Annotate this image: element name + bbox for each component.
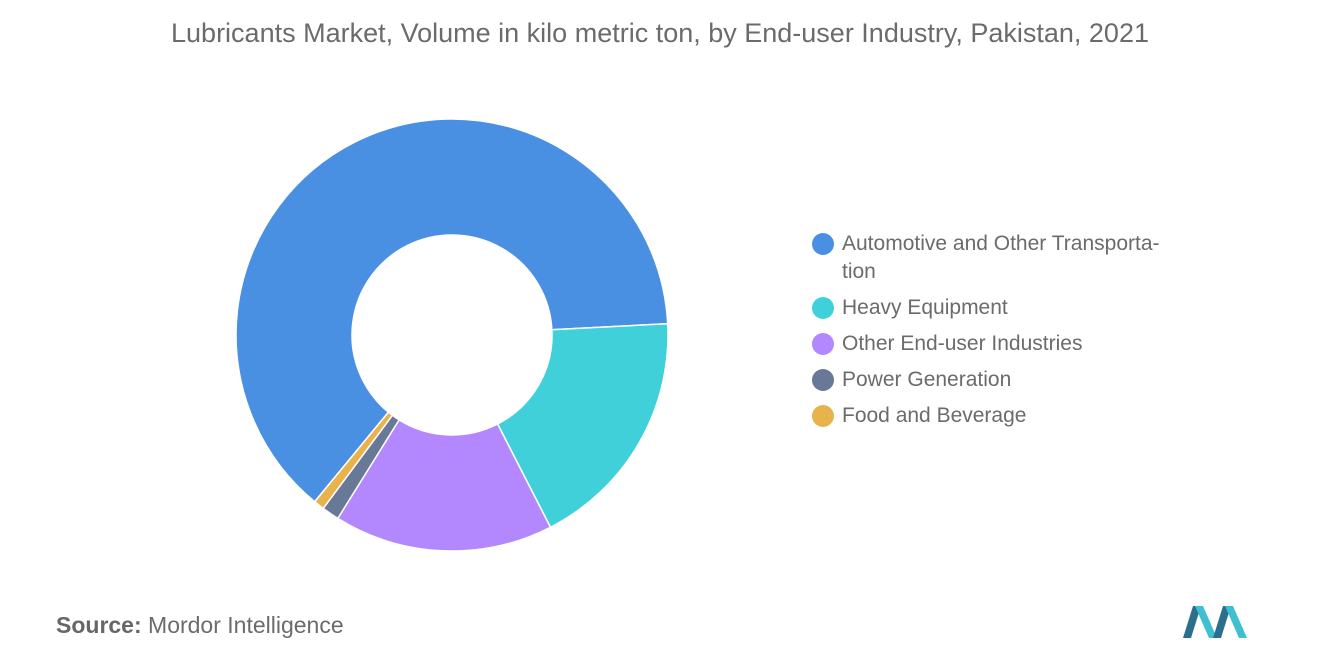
legend-label: Power Generation [842,368,1012,391]
source-value: Mordor Intelligence [148,612,344,638]
legend-item-food-beverage: Food and Beverage [812,402,1202,430]
legend: Automotive and Other Transporta-tion Hea… [812,230,1202,438]
legend-item-power-generation: Power Generation [812,366,1202,394]
legend-swatch [812,369,834,391]
source-label: Source: [56,612,142,638]
legend-swatch [812,233,834,255]
legend-item-heavy-equipment: Heavy Equipment [812,294,1202,322]
donut-slice-heavy-equipment [496,322,669,529]
mordor-intelligence-logo-icon [1183,606,1247,638]
legend-label: Automotive and Other Transporta-tion [842,232,1160,283]
legend-label: Food and Beverage [842,404,1027,427]
source-note: Source: Mordor Intelligence [56,612,344,639]
donut-slice-food-and-beverage [313,411,394,510]
legend-label: Other End-user Industries [842,332,1083,355]
legend-swatch [812,297,834,319]
chart-title: Lubricants Market, Volume in kilo metric… [171,18,1149,48]
legend-swatch [812,333,834,355]
donut-slice-other-end-user-industries [336,418,552,552]
legend-item-other-end-user: Other End-user Industries [812,330,1202,358]
legend-item-automotive: Automotive and Other Transporta-tion [812,230,1202,286]
legend-swatch [812,405,834,427]
legend-label: Heavy Equipment [842,296,1008,319]
donut-slice-automotive-and-other-transporta-tion [235,118,669,503]
